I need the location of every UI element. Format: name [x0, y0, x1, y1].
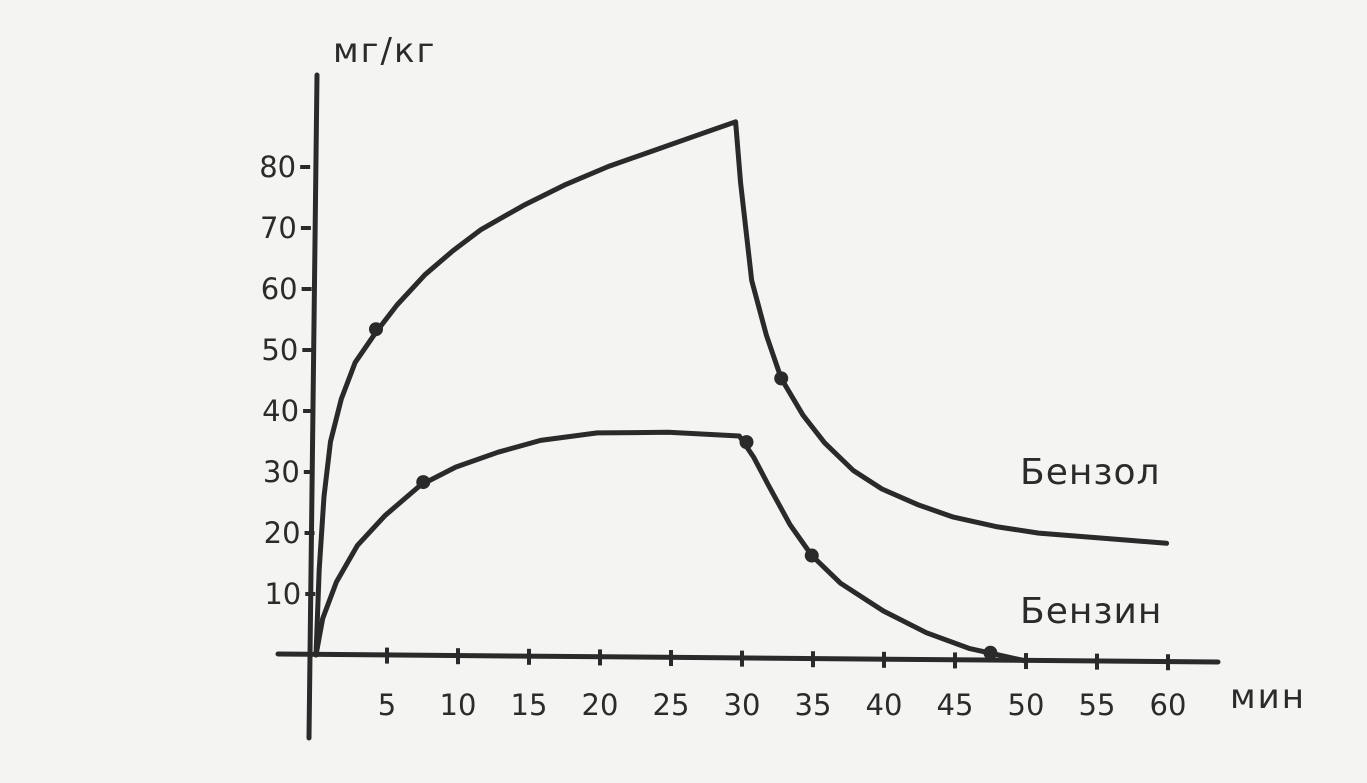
x-tick-label: 50: [1008, 688, 1045, 722]
x-tick-label: 40: [866, 688, 903, 722]
data-point: [368, 322, 383, 337]
data-point: [983, 645, 998, 660]
x-tick-label: 25: [653, 688, 690, 722]
y-tick-label: 60: [261, 272, 298, 306]
data-point: [739, 435, 754, 450]
y-tick-label: 30: [263, 455, 300, 489]
x-tick-label: 35: [795, 688, 832, 722]
series-layer: [313, 119, 1170, 664]
y-tick-label: 40: [262, 394, 299, 428]
y-tick-label: 80: [259, 150, 296, 184]
y-ticks: 10 20 30 40 50 60 70 80: [259, 150, 316, 611]
y-tick-label: 10: [264, 577, 301, 611]
x-ticks: 5 10 15 20 25 30 35 40 45 50 55 60: [378, 647, 1187, 722]
x-tick-label: 55: [1079, 688, 1116, 722]
series-label-benzin: Бензин: [1020, 591, 1162, 632]
y-tick-label: 50: [261, 333, 298, 367]
x-tick-label: 30: [724, 688, 761, 722]
x-axis: [275, 651, 1221, 665]
x-tick-label: 60: [1150, 688, 1187, 722]
series-line-benzol: [313, 119, 1170, 658]
data-point: [804, 548, 819, 563]
series-line-benzin: [313, 429, 1029, 664]
x-tick-label: 20: [582, 688, 619, 722]
x-axis-title: мин: [1230, 677, 1306, 717]
x-tick-label: 15: [511, 688, 548, 722]
y-axis-title: мг/кг: [333, 31, 436, 71]
series-label-benzol: Бензол: [1020, 452, 1161, 493]
y-tick-label: 20: [264, 516, 301, 550]
data-point: [774, 371, 789, 386]
y-tick-label: 70: [260, 211, 297, 245]
x-tick-label: 45: [937, 688, 974, 722]
y-axis: [306, 72, 320, 741]
x-tick-label: 10: [440, 688, 477, 722]
x-tick-label: 5: [378, 688, 396, 722]
data-point: [416, 475, 431, 490]
